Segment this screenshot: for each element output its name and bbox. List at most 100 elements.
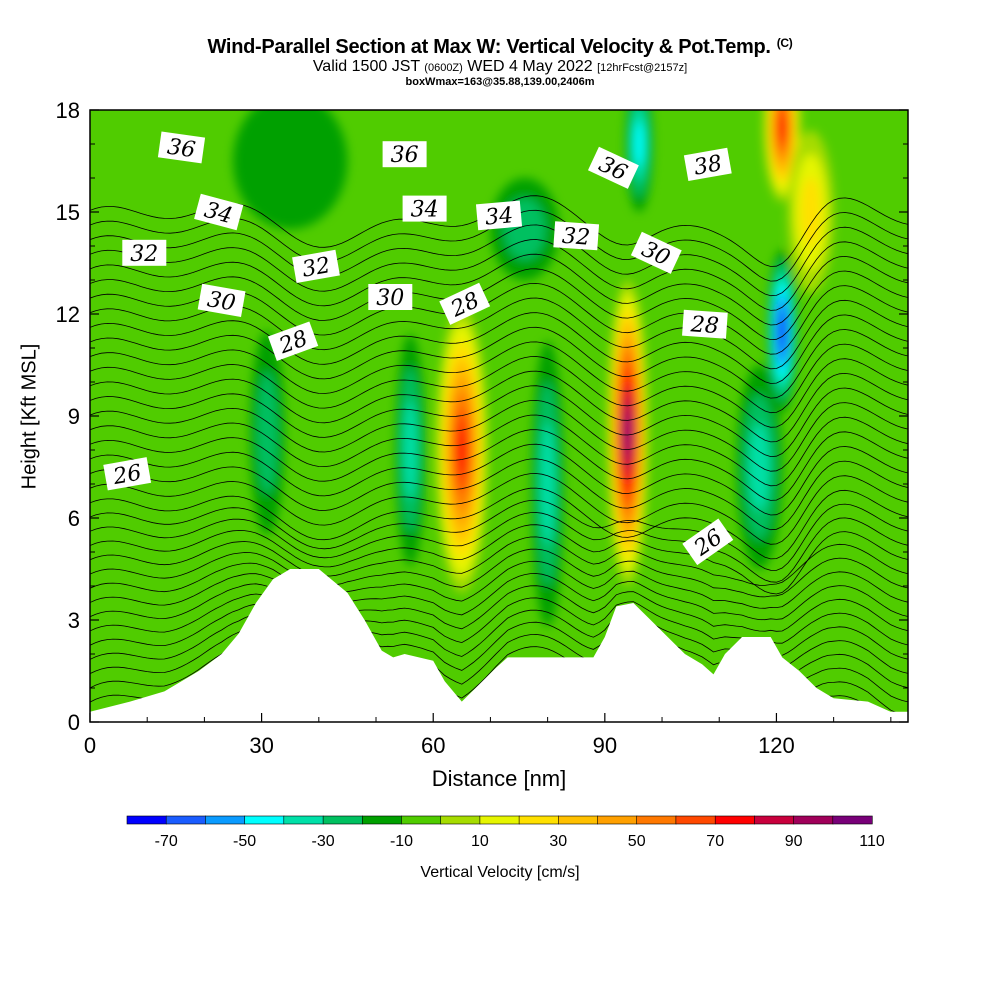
theta-label-text: 34	[411, 198, 439, 223]
colorbar-swatch	[557, 815, 599, 825]
theta-contour-line	[90, 603, 908, 660]
theta-contour-line	[90, 239, 908, 311]
colorbar-tick-label: 110	[859, 833, 885, 850]
colorbar-swatch	[283, 815, 324, 825]
colorbar-tick-label: -10	[390, 833, 413, 850]
theta-contour-line	[90, 473, 908, 545]
theta-contour-line	[90, 615, 908, 674]
chart-title: Wind-Parallel Section at Max W: Vertical…	[0, 36, 1000, 59]
theta-label-30: 30	[197, 283, 246, 318]
colorbar-swatch	[479, 815, 520, 825]
x-tick-label: 60	[421, 733, 445, 758]
theta-label-text: 30	[376, 286, 404, 311]
velocity-cell	[634, 121, 644, 167]
theta-contour-line	[90, 312, 908, 384]
theta-contour-line	[90, 253, 908, 326]
colorbar-swatch	[401, 815, 442, 825]
theta-contour-line	[90, 443, 908, 516]
theta-contour-line	[90, 487, 908, 560]
theta-contour-line	[90, 341, 908, 414]
colorbar-swatch	[518, 815, 559, 825]
terrain-shape	[90, 569, 908, 722]
colorbar-tick-label: 10	[471, 833, 489, 850]
velocity-cell	[540, 422, 555, 546]
subtitle-forecast: [12hrFcst@2157z]	[597, 62, 688, 74]
theta-label-36: 36	[157, 131, 206, 164]
colorbar-swatch	[361, 815, 403, 825]
colorbar: -70 -50 -30 -10 10 30 50 70 90 110	[126, 815, 885, 850]
theta-contour-line	[90, 414, 908, 487]
velocity-cell	[457, 424, 467, 476]
colorbar-tick-label: 70	[706, 833, 724, 850]
colorbar-swatch	[832, 815, 873, 825]
colorbar-swatch	[126, 815, 167, 825]
theta-label-26: 26	[103, 457, 152, 491]
copyright-tag: (C)	[776, 36, 793, 50]
theta-contour-line	[90, 356, 908, 428]
theta-contour-line	[90, 499, 908, 571]
theta-label-text: 28	[689, 312, 720, 339]
theta-contour-line	[90, 458, 908, 531]
theta-contour-line	[90, 646, 908, 703]
theta-label-text: 36	[391, 143, 419, 168]
x-tick-label: 30	[249, 733, 273, 758]
theta-contour-line	[90, 399, 908, 472]
theta-label-text: 26	[111, 461, 144, 491]
y-tick-label: 15	[56, 200, 80, 225]
colorbar-swatch	[636, 815, 677, 825]
theta-contour-line	[90, 326, 908, 399]
theta-contour-line	[90, 385, 908, 458]
velocity-cell	[625, 413, 631, 453]
velocity-cell	[233, 110, 348, 229]
colorbar-swatch	[322, 815, 363, 825]
theta-contour-line	[90, 560, 908, 609]
theta-label-text: 34	[484, 203, 514, 230]
y-tick-label: 12	[56, 302, 80, 327]
theta-label-34: 34	[402, 195, 447, 223]
theta-contour-line	[90, 268, 908, 341]
colorbar-tick-label: 90	[785, 833, 803, 850]
y-tick-label: 18	[56, 98, 80, 123]
theta-label-text: 38	[692, 151, 724, 180]
chart-subtitle: Valid 1500 JST (0600Z) WED 4 May 2022 [1…	[0, 58, 1000, 76]
x-axis: 0 30 60 90 120	[84, 713, 892, 758]
theta-label-28: 28	[682, 309, 728, 339]
velocity-cell	[257, 371, 278, 495]
theta-contour-line	[90, 536, 908, 586]
velocity-cell	[778, 113, 786, 141]
theta-contour-line	[90, 583, 908, 632]
theta-label-32: 32	[292, 249, 340, 284]
theta-contour-line	[90, 593, 908, 646]
colorbar-swatch	[793, 815, 834, 825]
chart-title-text: Wind-Parallel Section at Max W: Vertical…	[207, 36, 771, 58]
colorbar-tick-label: 30	[549, 833, 567, 850]
terrain	[90, 569, 908, 722]
colorbar-swatch	[440, 815, 481, 825]
colorbar-swatch	[165, 815, 206, 825]
subtitle-valid: Valid 1500 JST	[312, 58, 420, 75]
colorbar-label: Vertical Velocity [cm/s]	[420, 864, 580, 881]
theta-label-30: 30	[368, 284, 413, 311]
y-axis-label: Height [Kft MSL]	[18, 343, 41, 490]
colorbar-tick-label: -50	[233, 833, 256, 850]
colorbar-swatch	[597, 815, 638, 825]
colorbar-swatch	[754, 815, 795, 825]
velocity-cell	[403, 400, 417, 500]
theta-label-34: 34	[475, 200, 523, 231]
colorbar-swatch	[714, 815, 756, 825]
colorbar-tick-label: -70	[155, 833, 178, 850]
y-tick-label: 9	[68, 404, 80, 429]
theta-label-36: 36	[382, 141, 427, 168]
x-tick-label: 120	[758, 733, 795, 758]
theta-label-text: 32	[561, 224, 591, 251]
theta-contour-line	[90, 524, 908, 595]
x-tick-label: 0	[84, 733, 96, 758]
colorbar-tick-label: -30	[312, 833, 335, 850]
colorbar-swatch	[244, 815, 285, 825]
colorbar-tick-label: 50	[628, 833, 646, 850]
colorbar-swatch	[675, 815, 716, 825]
subtitle-date: WED 4 May 2022	[467, 58, 593, 75]
